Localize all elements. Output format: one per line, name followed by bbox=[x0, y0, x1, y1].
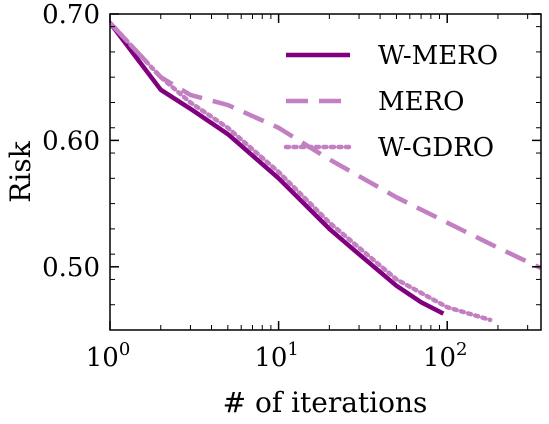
x-tick-label: 102 bbox=[423, 339, 468, 373]
axes: 0.50 0.60 0.70 100 101 102 bbox=[42, 0, 542, 373]
legend: W-MERO MERO W-GDRO bbox=[283, 41, 498, 163]
legend-label-mero: MERO bbox=[378, 87, 465, 117]
y-tick-label: 0.70 bbox=[42, 0, 100, 30]
legend-label-w-mero: W-MERO bbox=[378, 41, 498, 71]
series-line-mero bbox=[110, 21, 541, 271]
series-line-w-gdro bbox=[110, 20, 493, 323]
x-tick-label: 101 bbox=[254, 339, 299, 373]
series-line-w-mero bbox=[110, 21, 445, 316]
x-tick-label: 100 bbox=[86, 339, 131, 373]
legend-label-w-gdro: W-GDRO bbox=[378, 133, 494, 163]
plot-area bbox=[110, 20, 541, 323]
y-tick-label: 0.50 bbox=[42, 253, 100, 283]
axes-frame bbox=[109, 13, 542, 331]
y-axis-title: Risk bbox=[4, 140, 37, 202]
x-axis-title: # of iterations bbox=[223, 386, 428, 419]
y-tick-label: 0.60 bbox=[42, 126, 100, 156]
